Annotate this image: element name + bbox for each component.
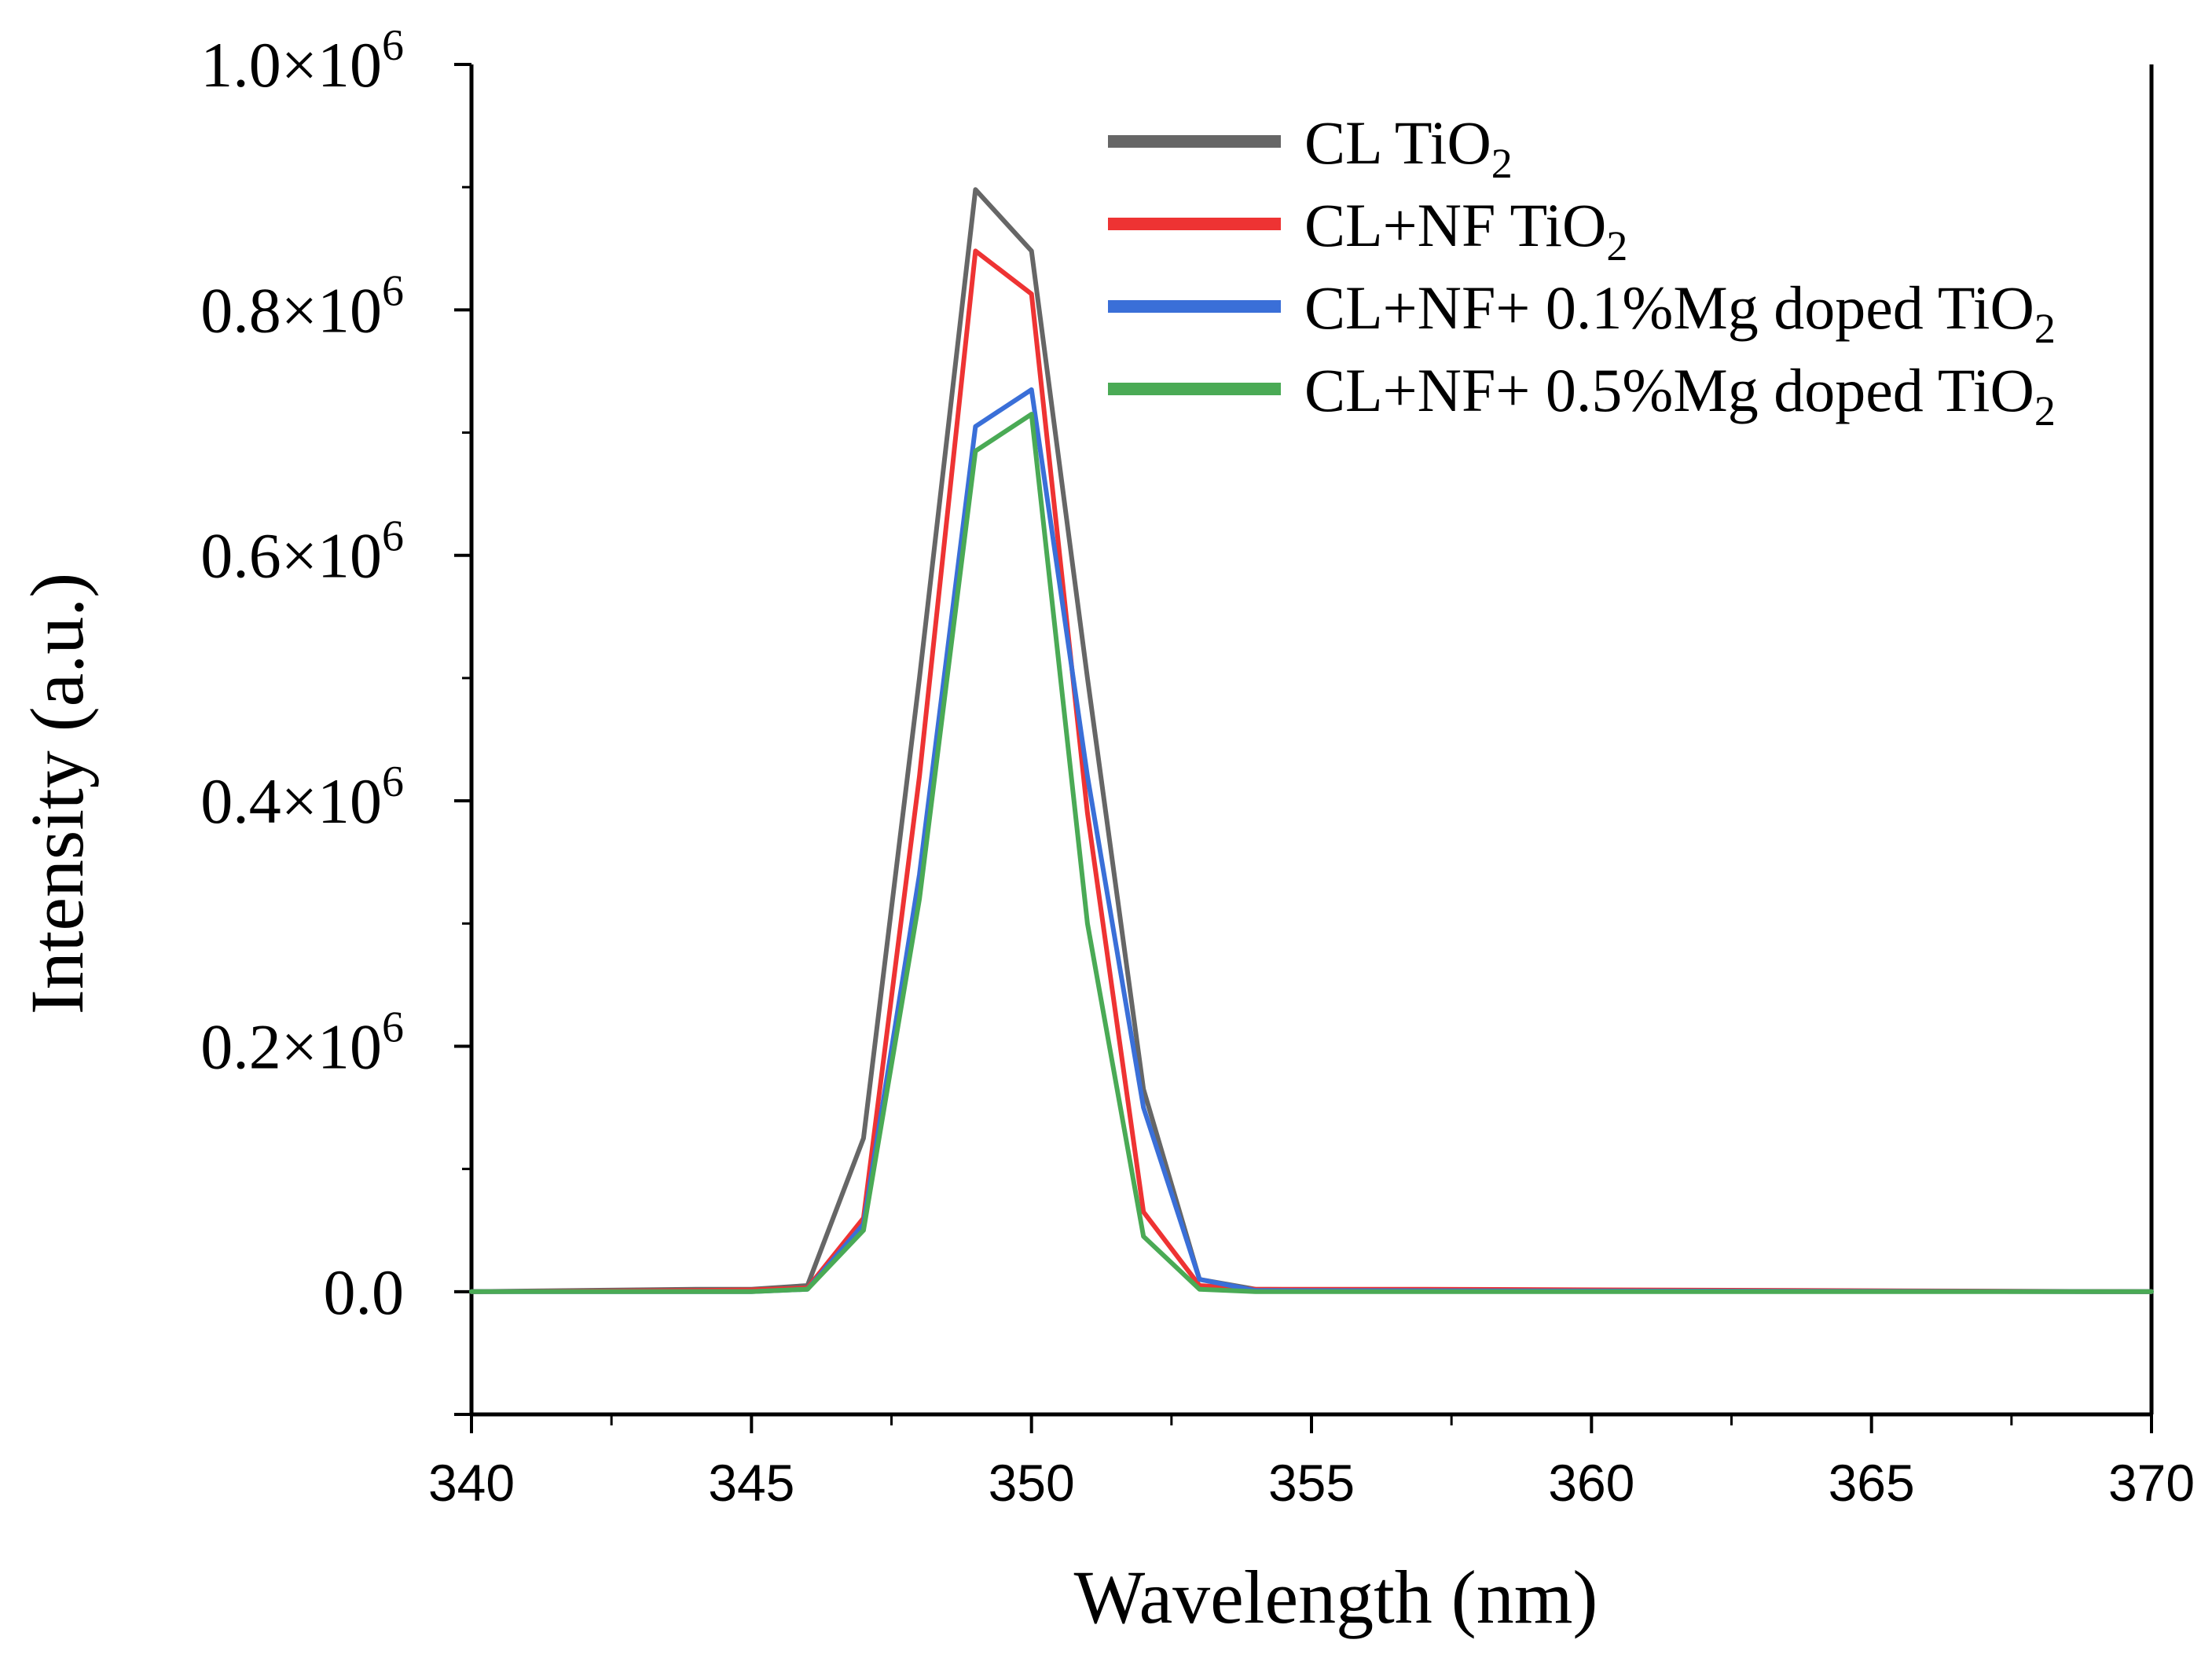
y-tick-label: 1.0×106 <box>200 21 404 101</box>
x-tick-label: 360 <box>1548 1454 1634 1512</box>
y-axis-label: Intensity (a.u.) <box>15 573 99 1015</box>
x-tick-label: 350 <box>989 1454 1075 1512</box>
legend-label-3: CL+NF+ 0.1%Mg doped TiO2 <box>1304 273 2056 352</box>
y-tick-label: 0.8×106 <box>200 266 404 346</box>
x-tick-label: 370 <box>2108 1454 2195 1512</box>
series-layer <box>469 187 2154 1294</box>
legend-subscript: 2 <box>2034 387 2056 435</box>
y-tick-label: 0.0 <box>324 1256 405 1328</box>
legend-label-1: CL TiO2 <box>1304 108 1513 187</box>
axes-layer: 340 345 350 355 360 365 370 0.0 0.2×106 0.4×106 0.… <box>200 21 2195 1512</box>
series-line-3 <box>469 387 2154 1294</box>
y-tick-exponent: 6 <box>382 512 404 561</box>
legend-label-2: CL+NF TiO2 <box>1304 191 1627 270</box>
y-tick-exponent: 6 <box>382 1003 404 1051</box>
legend-subscript: 2 <box>2034 305 2056 352</box>
x-axis-label: Wavelength (nm) <box>1074 1555 1598 1639</box>
legend-label-4: CL+NF+ 0.5%Mg doped TiO2 <box>1304 356 2056 435</box>
x-tick-label: 355 <box>1268 1454 1355 1512</box>
x-tick-label: 365 <box>1829 1454 1915 1512</box>
y-tick-exponent: 6 <box>382 266 404 315</box>
series-line-4 <box>469 412 2154 1294</box>
series-line-1 <box>469 187 2154 1294</box>
y-tick-label: 0.2×106 <box>200 1003 404 1082</box>
legend-subscript: 2 <box>1606 222 1627 270</box>
y-tick-label: 0.6×106 <box>200 512 404 592</box>
y-tick-exponent: 6 <box>382 21 404 70</box>
legend-subscript: 2 <box>1491 140 1513 187</box>
y-tick-label: 0.4×106 <box>200 757 404 837</box>
y-tick-exponent: 6 <box>382 757 404 806</box>
x-tick-label: 340 <box>428 1454 515 1512</box>
x-tick-label: 345 <box>708 1454 794 1512</box>
